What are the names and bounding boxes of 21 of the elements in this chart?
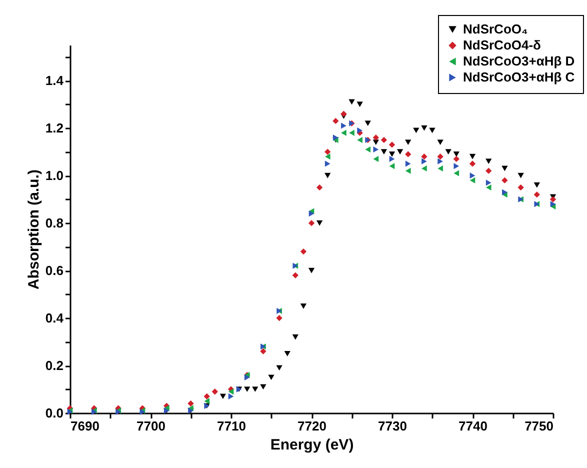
y-tick-label: 0.2 <box>45 358 64 374</box>
y-tick-label: 1.0 <box>45 168 64 184</box>
legend-label: NdSrCoO3+αHβ C <box>463 70 576 84</box>
y-tick-label: 1.4 <box>45 73 64 88</box>
y-tick-label: 0.6 <box>45 263 64 278</box>
y-tick-label: 0.0 <box>45 406 64 420</box>
legend-label: NdSrCoO3+αHβ D <box>463 54 575 68</box>
y-axis-title: Absorption (a.u.) <box>25 170 42 290</box>
y-tick-label: 1.2 <box>45 120 64 136</box>
x-tick-label: 7710 <box>217 418 246 434</box>
x-tick-label: 7700 <box>136 418 166 434</box>
legend-label: NdSrCoO₄ <box>463 22 528 36</box>
x-tick-label: 7730 <box>378 418 407 434</box>
x-tick-label: 7690 <box>70 418 100 434</box>
y-tick-label: 0.4 <box>45 310 64 326</box>
legend-label: NdSrCoO4-δ <box>463 38 542 52</box>
y-tick-label: 0.8 <box>45 216 64 231</box>
x-tick-label: 7750 <box>524 418 554 434</box>
x-tick-label: 7720 <box>298 418 326 434</box>
x-tick-label: 7740 <box>458 418 488 434</box>
x-axis-title: Energy (eV) <box>270 436 354 454</box>
